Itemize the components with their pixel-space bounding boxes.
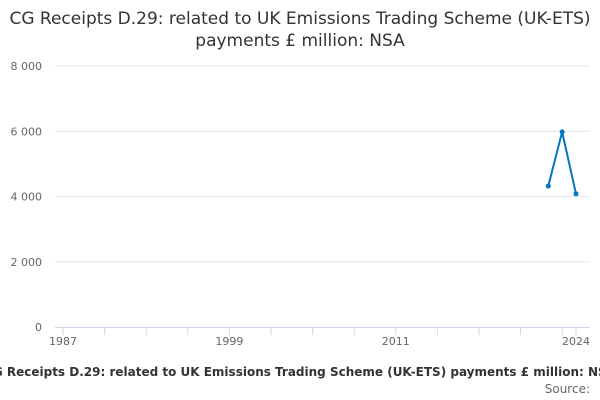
x-tick-label: 2024 <box>562 335 590 348</box>
y-tick-label: 4 000 <box>11 191 43 204</box>
data-point <box>559 129 565 135</box>
chart-caption: CG Receipts D.29: related to UK Emission… <box>0 365 600 379</box>
y-tick-label: 2 000 <box>11 256 43 269</box>
x-tick-label: 2011 <box>382 335 410 348</box>
source-label: Source: <box>544 382 590 396</box>
y-tick-label: 8 000 <box>11 60 43 73</box>
y-tick-label: 0 <box>35 321 42 334</box>
series-line <box>547 131 577 195</box>
y-tick-label: 6 000 <box>11 125 43 138</box>
x-tick-label: 1987 <box>49 335 77 348</box>
data-point <box>545 183 551 189</box>
x-tick-label: 1999 <box>215 335 243 348</box>
data-point <box>573 191 579 197</box>
chart-title: CG Receipts D.29: related to UK Emission… <box>9 9 591 51</box>
